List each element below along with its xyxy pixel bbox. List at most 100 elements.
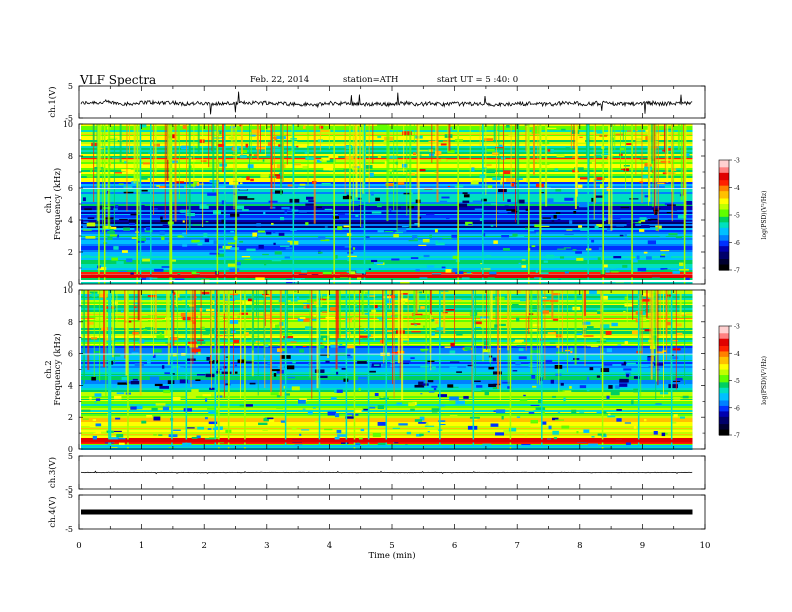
spectrogram-streak [223,124,226,284]
spectrogram-patch [663,432,668,435]
colorbar-swatch [719,416,729,420]
spectrogram-patch [302,408,306,410]
x-tick-label: 5 [389,541,394,551]
spectrogram-patch [555,212,561,214]
spectrogram-patch [579,409,585,413]
spectrogram-patch [518,262,521,264]
spectrogram-patch [415,269,420,272]
spectrogram-patch [685,201,693,205]
spectrogram-patch [650,218,658,221]
spectrogram-patch [258,244,264,249]
spectrogram-patch [519,399,528,404]
spectrogram-patch [219,130,222,135]
colorbar-swatch [719,407,729,411]
spectrogram-patch [377,421,387,426]
spectrogram-streak [202,124,204,227]
colorbar-label: log(PSD)(V²/Hz) [761,356,768,405]
spectrogram-patch [623,165,630,167]
spectrogram-patch [387,194,390,197]
frequency-axis-label: Frequency (kHz) [52,168,63,240]
spectrogram-patch [371,211,382,214]
spectrogram-patch [547,332,556,335]
spectrogram-patch [292,360,296,364]
spectrogram-patch [239,188,247,191]
spectrogram-streak [360,124,362,228]
spectrogram-patch [553,293,561,296]
spectrogram-patch [328,154,339,159]
spectrogram-patch [556,351,566,355]
spectrogram-patch [635,130,638,132]
spectrogram-patch [305,203,315,206]
figure-title: VLF Spectra [79,73,156,87]
spectrogram-patch [397,227,407,232]
spectrogram-patch [506,124,510,128]
spectrogram-patch [515,178,523,181]
spectrogram-patch [528,363,537,367]
spectrogram-streak [82,290,84,386]
spectrogram-streak [87,290,90,370]
frequency-axis-label: Frequency (kHz) [52,333,63,405]
spectrogram-patch [123,161,128,164]
colorbar-swatch [719,349,729,353]
spectrogram-patch [274,251,282,255]
spectrogram-patch [498,211,508,214]
colorbar-swatch [719,161,729,165]
spectrogram-patch [363,408,370,411]
spectrogram-patch [455,400,465,405]
spectrogram-patch [176,293,180,298]
spectrogram-patch [414,313,423,316]
spectrogram-patch [396,162,406,164]
spectrogram-patch [675,377,683,381]
spectrogram-patch [547,127,557,129]
spectrogram-patch [640,364,649,367]
spectrogram-patch [352,271,360,273]
spectrogram-patch [140,277,147,281]
spectrogram-patch [285,247,292,250]
spectrogram-patch [251,129,261,134]
spectrogram-patch [523,394,526,397]
spectrogram-patch [482,305,492,307]
spectrogram-patch [244,198,255,200]
colorbar-swatch [719,249,729,253]
spectrogram-patch [213,301,216,304]
spectrogram-streak [133,290,135,351]
spectrogram-patch [239,312,249,315]
spectrogram-streak [239,290,241,399]
spectrogram-patch [195,145,199,149]
spectrogram-patch [422,325,425,328]
spectrogram-patch [200,326,205,330]
spectrogram-patch [424,425,435,427]
colorbar-swatch [719,373,729,376]
spectrogram-patch [205,221,209,223]
spectrogram-patch [218,248,225,250]
spectrogram-patch [567,360,572,362]
spectrogram-patch [456,357,462,359]
spectrogram-patch [320,129,331,133]
spectrogram-patch [177,273,181,275]
spectrogram-patch [147,295,157,298]
spectrogram-patch [606,228,612,232]
spectrogram-patch [247,298,254,302]
spectrogram-streak [528,124,530,284]
spectrogram-patch [403,192,413,195]
spectrogram-streak [150,124,152,284]
spectrogram-patch [483,167,487,170]
spectrogram-patch [197,339,204,341]
spectrogram-patch [306,304,310,309]
spectrogram-streak [655,124,657,207]
spectrogram-patch [561,128,566,131]
panel-ylabel: ch.1(V) [47,86,58,117]
spectrogram-patch [664,269,671,272]
spectrogram-streak [393,290,395,399]
y-tick-label: -5 [65,525,73,534]
colorbar-swatch [719,380,729,383]
spectrogram-patch [130,381,140,385]
spectrogram-patch [449,127,452,131]
spectrogram-patch [639,217,647,220]
spectrogram-patch [680,312,687,315]
spectrogram-patch [358,325,362,327]
spectrogram-patch [266,231,272,235]
spectrogram-patch [420,306,425,310]
spectrogram-patch [486,164,492,166]
spectrogram-streak [493,124,496,143]
